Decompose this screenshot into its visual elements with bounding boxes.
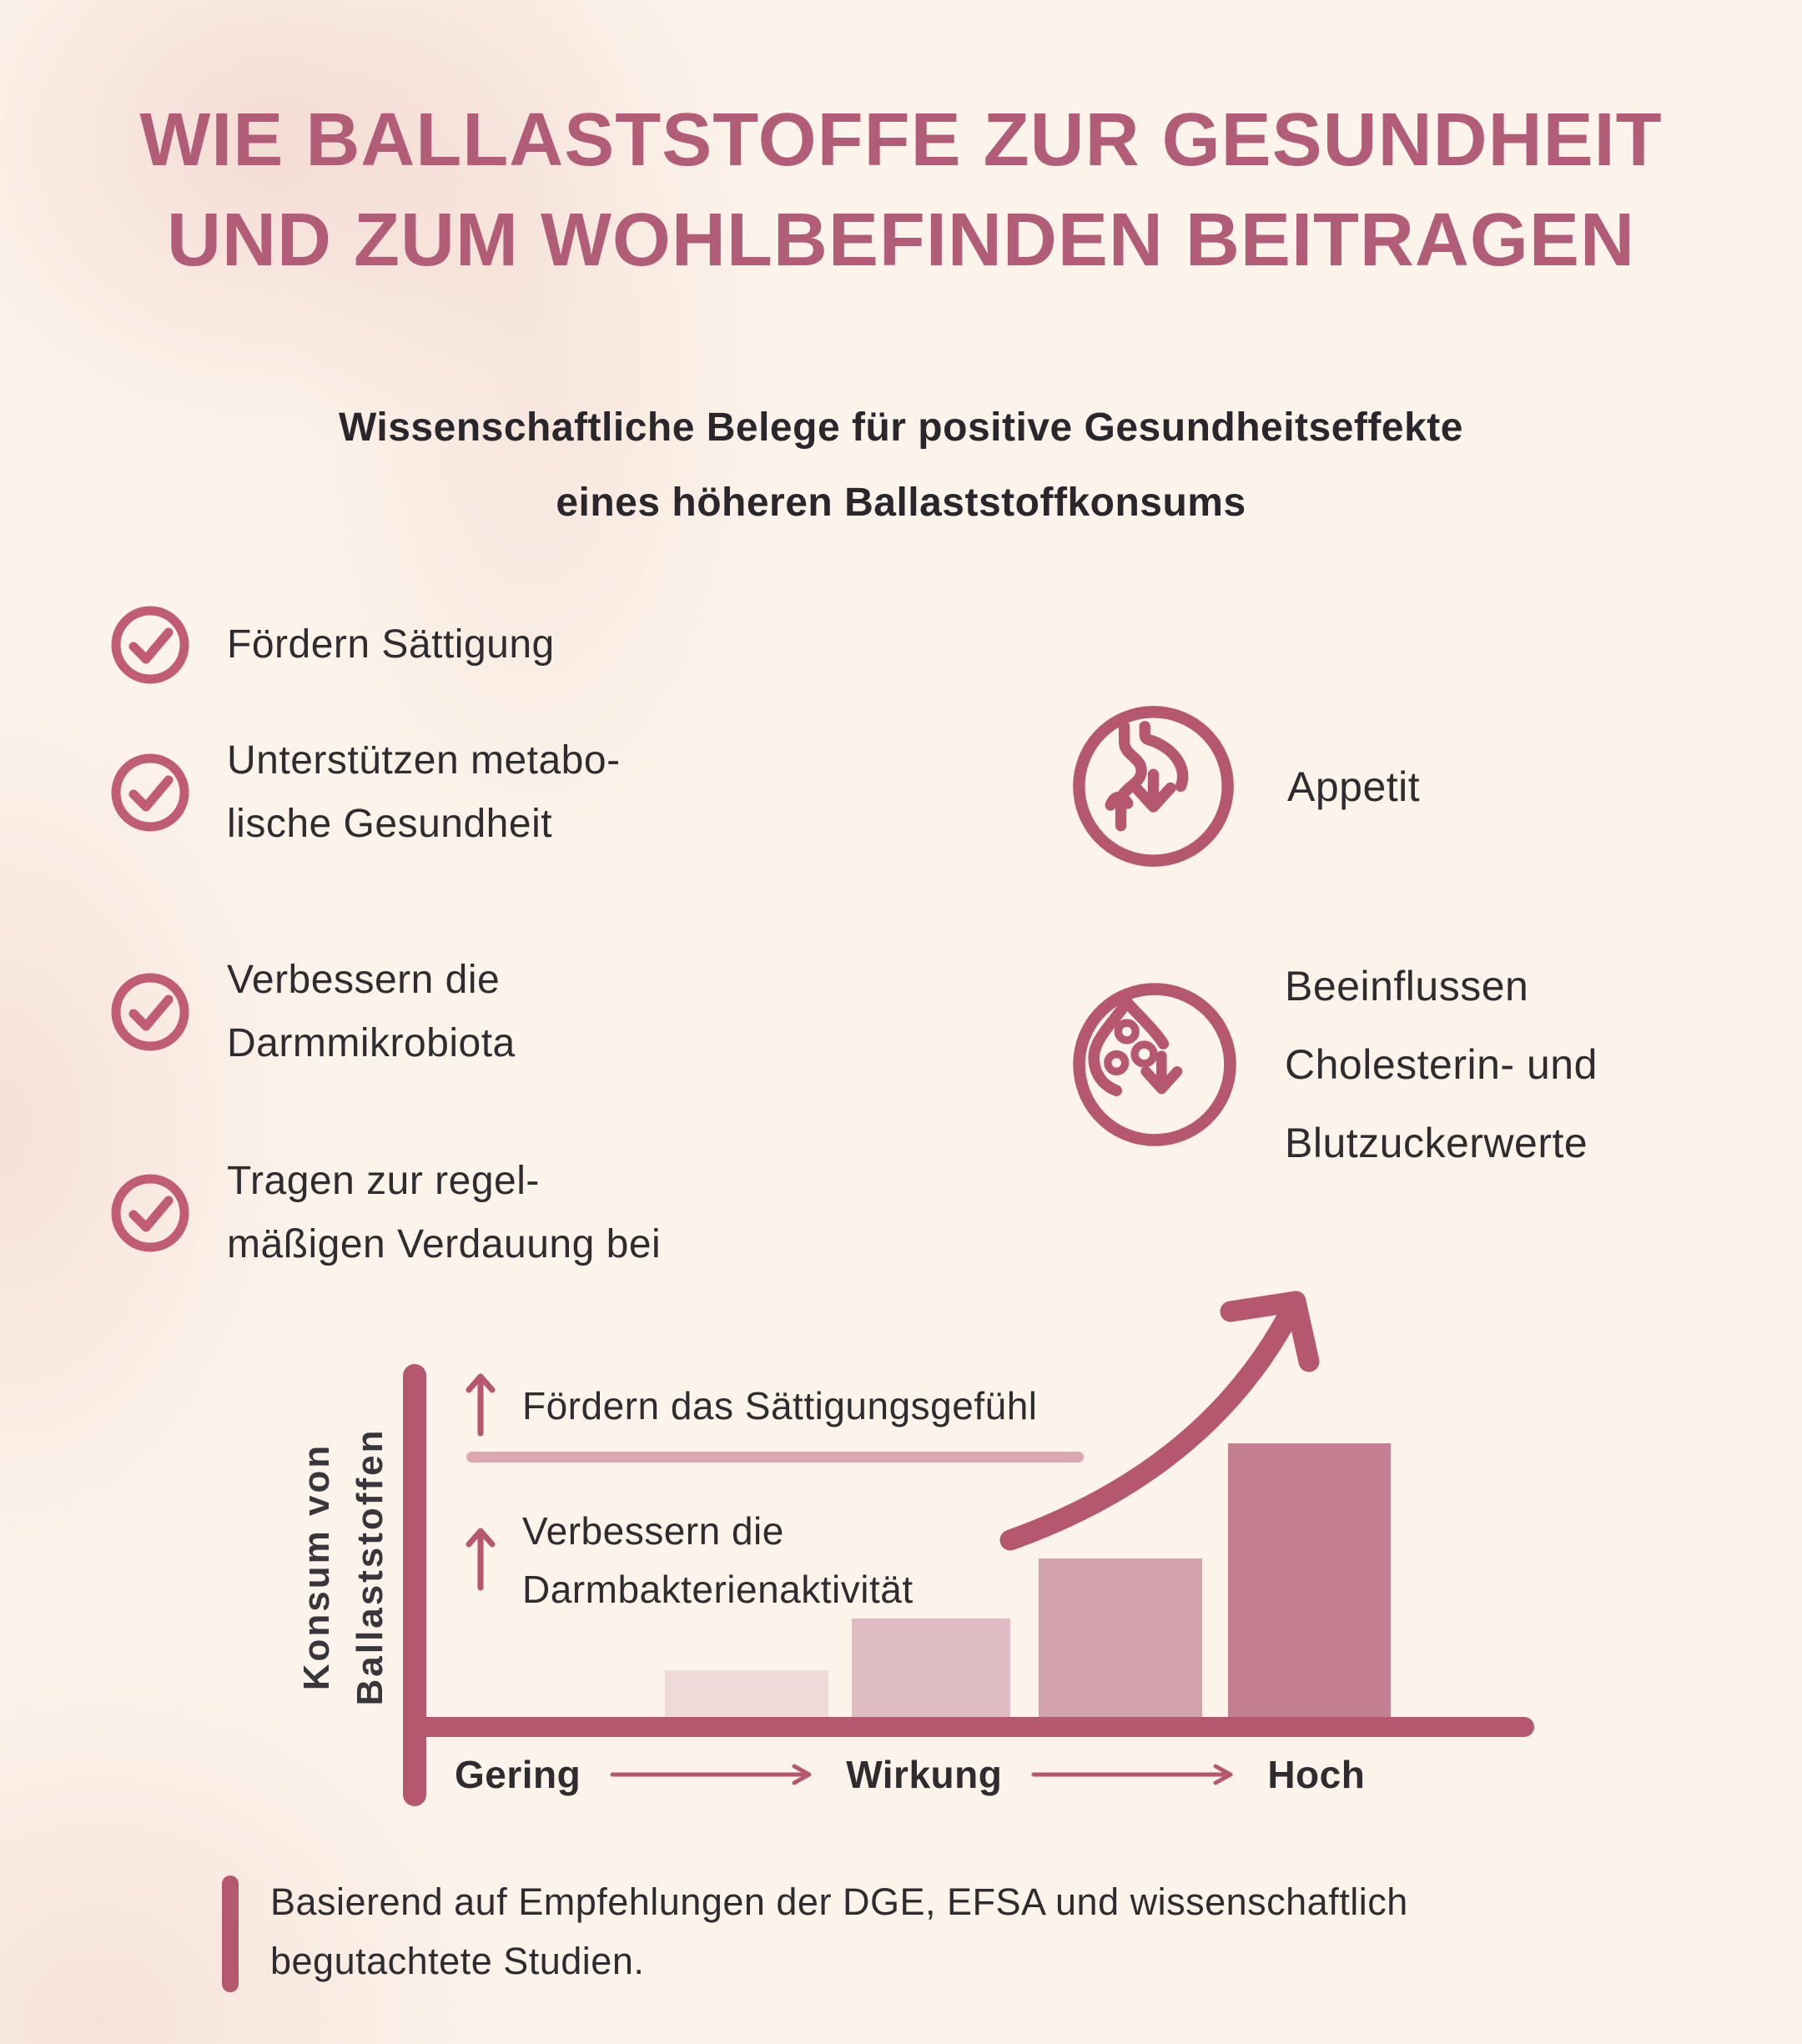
chart-y-axis — [403, 1364, 426, 1806]
chart-bar-2 — [852, 1619, 1010, 1717]
benefit-item-satiety: Fördern Sättigung — [108, 603, 555, 687]
up-arrow-icon — [466, 1528, 496, 1591]
up-arrow-icon — [466, 1373, 496, 1437]
chart-annotation-satiety: Fördern das Sättigungsgefühl — [464, 1368, 1038, 1443]
chart-annotation-text: Verbessern die Darmbakterienaktivität — [522, 1509, 914, 1611]
effect-item-appetite: Appetit — [1068, 701, 1420, 872]
chart-x-axis — [403, 1717, 1534, 1737]
blood-drop-down-arrow-icon — [1073, 983, 1236, 1146]
annotation-divider-line — [466, 1452, 1084, 1463]
page-subtitle-line2: eines höheren Ballaststoffkonsums — [556, 481, 1246, 525]
benefit-item-regular-digestion: Tragen zur regel- mäßigen Verdauung bei — [108, 1150, 661, 1276]
benefit-item-metabolic-health: Unterstützen metabo- lische Gesundheit — [108, 729, 621, 856]
stomach-down-arrow-icon — [1073, 706, 1234, 867]
page-subtitle-line1: Wissenschaftliche Belege für positive Ge… — [339, 405, 1463, 450]
page-title-line2: UND ZUM WOHLBEFINDEN BEITRAGEN — [167, 199, 1635, 282]
check-circle-icon — [111, 973, 189, 1051]
benefit-label: Unterstützen metabo- lische Gesundheit — [227, 738, 621, 846]
footer-source-note: Basierend auf Empfehlungen der DGE, EFSA… — [270, 1880, 1408, 1982]
page-title-line1: WIE BALLASTSTOFFE ZUR GESUNDHEIT — [139, 98, 1663, 182]
chart-bar-4 — [1228, 1443, 1391, 1717]
x-label-low: Gering — [455, 1753, 581, 1796]
right-arrow-icon — [610, 1764, 812, 1785]
check-circle-icon — [111, 606, 189, 684]
page-title: WIE BALLASTSTOFFE ZUR GESUNDHEIT UND ZUM… — [0, 90, 1802, 290]
x-label-high: Hoch — [1267, 1753, 1366, 1796]
check-circle-icon — [111, 1174, 189, 1252]
benefit-item-gut-microbiota: Verbessern die Darmmikrobiota — [108, 949, 516, 1075]
effect-item-cholesterol-blood-sugar: Beeinflussen Cholesterin- und Blutzucker… — [1068, 947, 1598, 1182]
effect-label: Appetit — [1287, 763, 1421, 810]
chart-bar-1 — [665, 1670, 828, 1717]
benefit-label: Tragen zur regel- mäßigen Verdauung bei — [227, 1159, 662, 1266]
x-label-effect: Wirkung — [846, 1753, 1003, 1796]
footer-accent-bar — [222, 1875, 239, 1992]
chart-annotation-gut-bacteria: Verbessern die Darmbakterienaktivität — [464, 1502, 914, 1619]
chart-x-axis-labels: Gering Wirkung Hoch — [455, 1752, 1365, 1797]
benefit-label: Verbessern die Darmmikrobiota — [227, 958, 516, 1065]
effect-label: Beeinflussen Cholesterin- und Blutzucker… — [1285, 963, 1598, 1166]
benefit-label: Fördern Sättigung — [227, 622, 555, 667]
page-subtitle: Wissenschaftliche Belege für positive Ge… — [0, 390, 1802, 541]
chart-bar-3 — [1039, 1558, 1202, 1717]
chart-annotation-text: Fördern das Sättigungsgefühl — [522, 1384, 1038, 1427]
chart-y-axis-label: Konsum von Ballaststoffen — [296, 1427, 390, 1706]
check-circle-icon — [111, 753, 189, 832]
growth-trend-arrow-icon — [999, 1291, 1320, 1551]
right-arrow-icon — [1031, 1764, 1233, 1785]
